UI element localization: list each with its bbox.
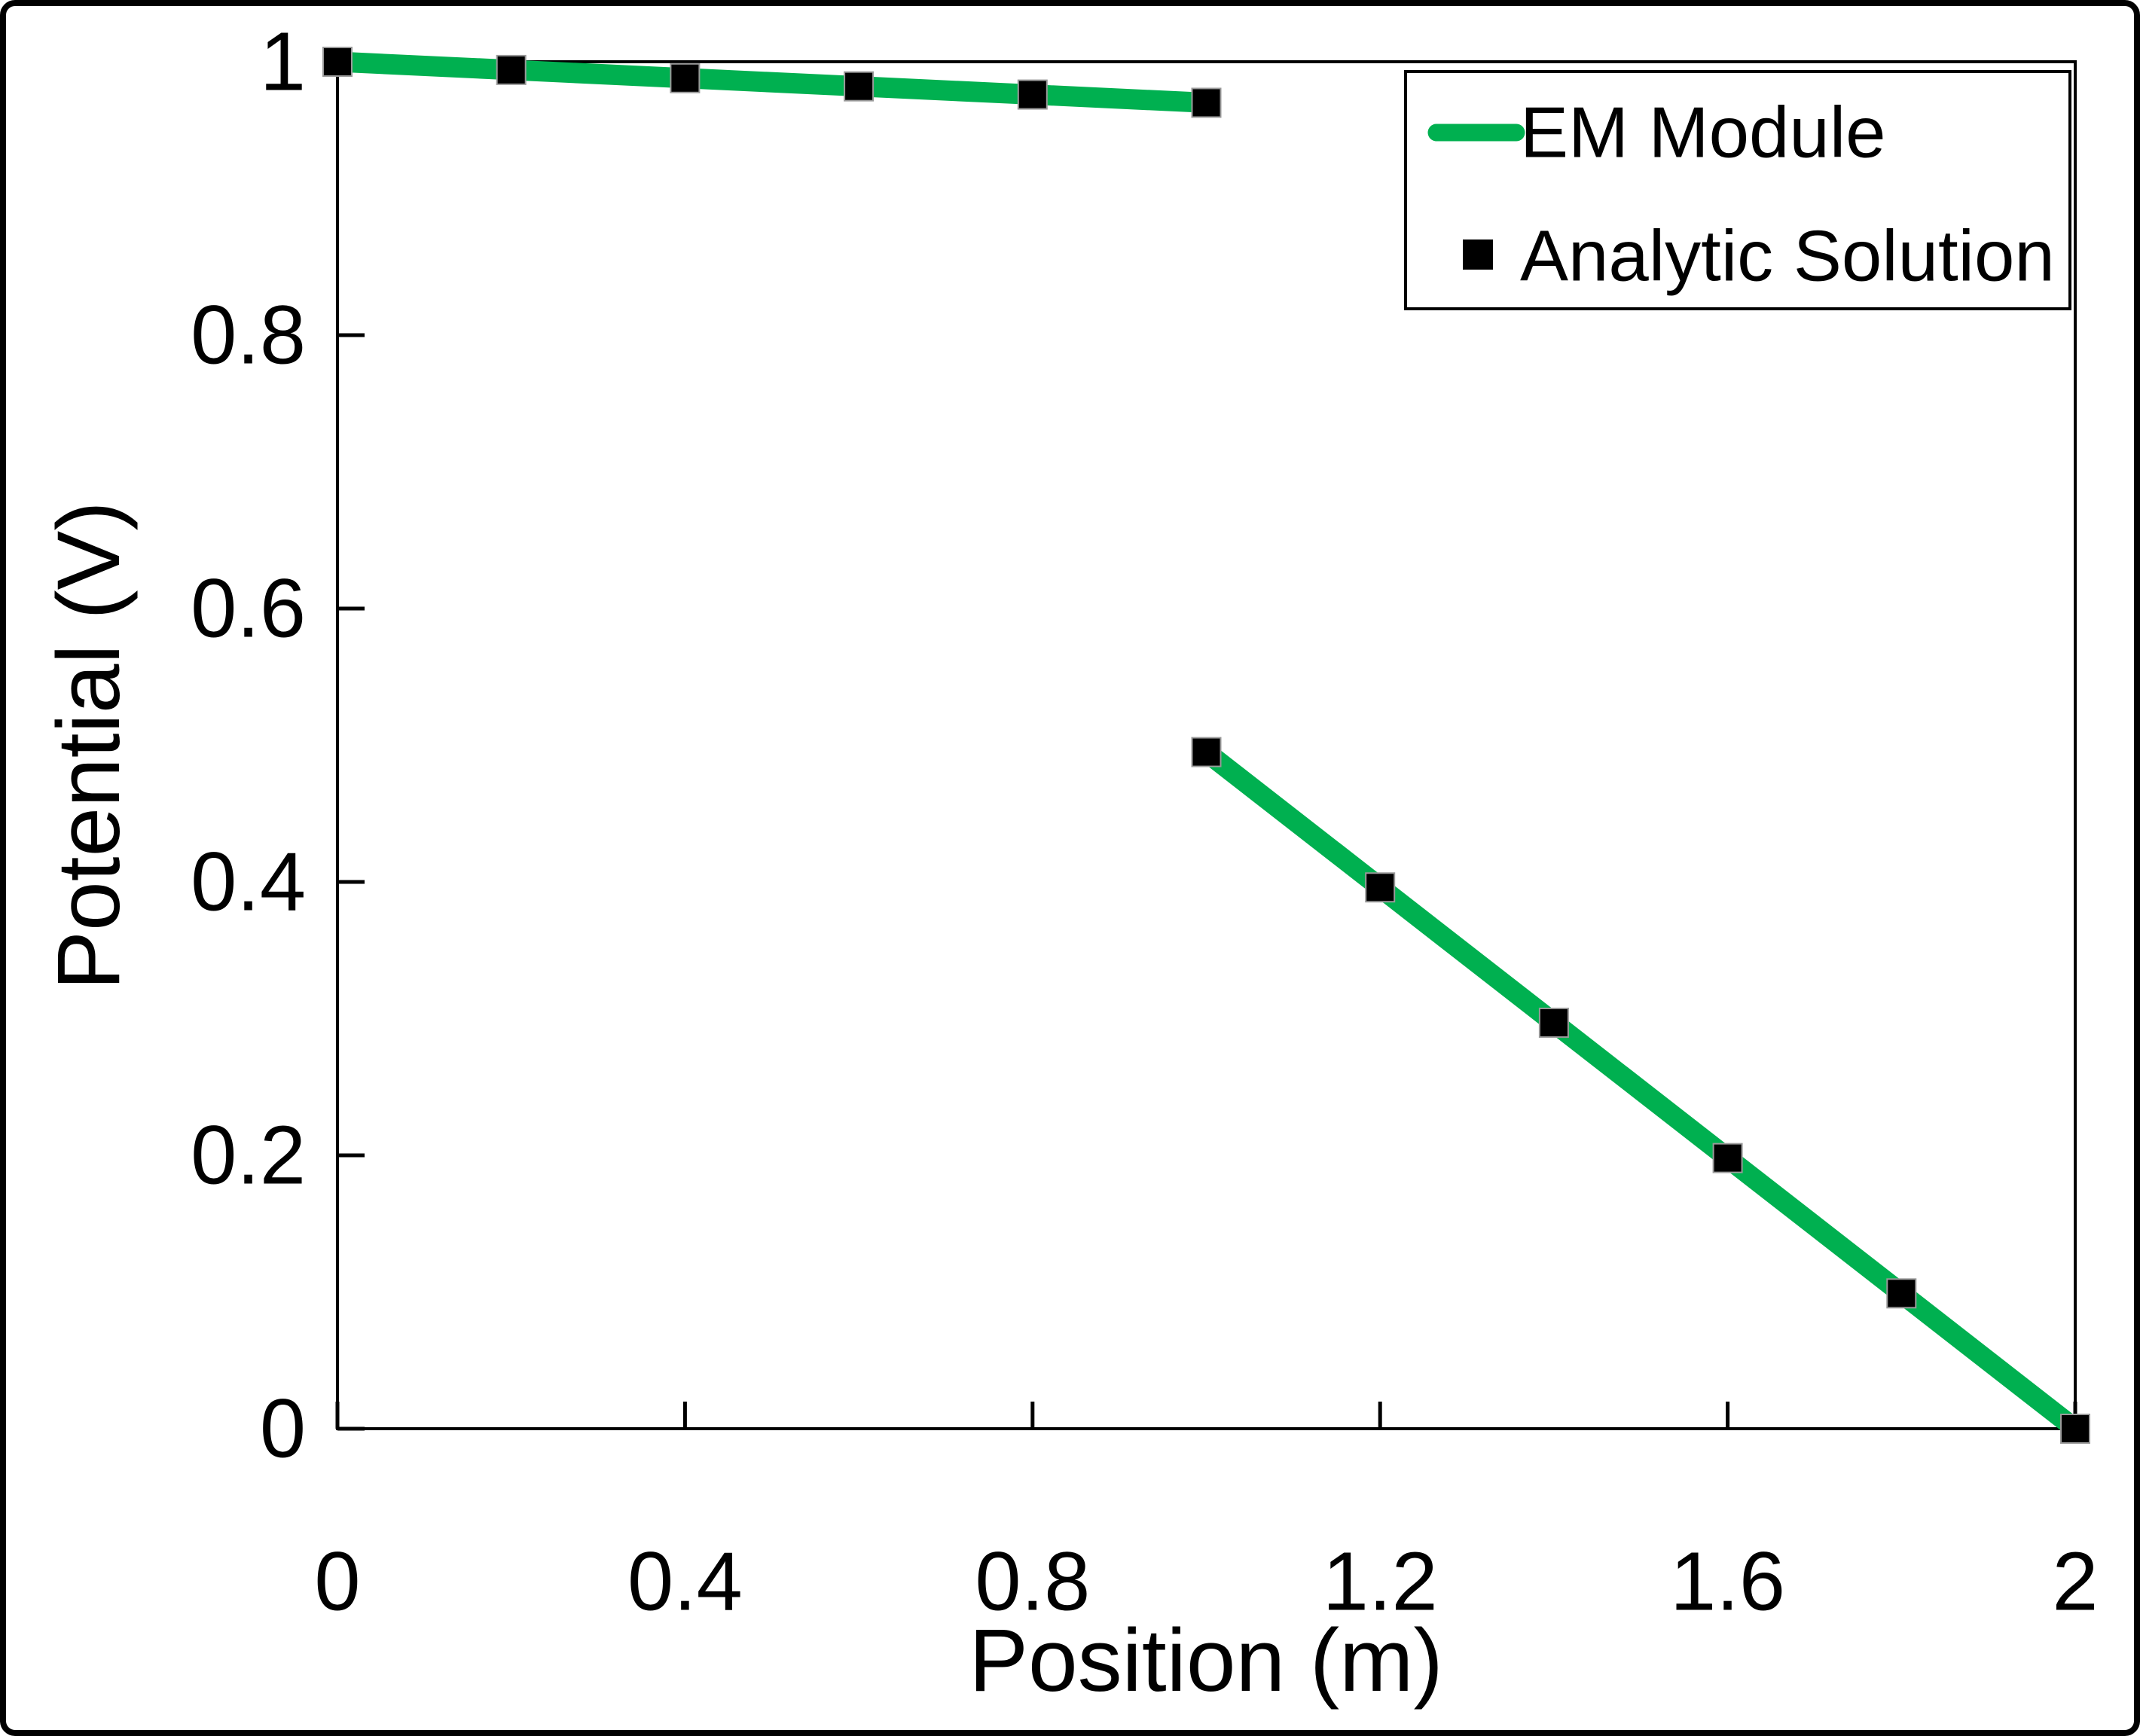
y-tick-label: 0.2 [191,1109,306,1202]
plot-border [336,60,2077,1430]
analytic-solution-marker [1191,87,1222,118]
y-tick-label: 0.4 [191,836,306,929]
em-module-line-series [337,51,2082,1437]
analytic-solution-markers [322,47,2090,1444]
legend-label-analytic-solution: Analytic Solution [1520,216,2055,297]
analytic-solution-marker [1365,872,1396,903]
analytic-solution-marker [1886,1278,1917,1309]
y-axis-title: Potential (V) [39,501,139,990]
x-axis-title: Position (m) [969,1611,1442,1710]
analytic-solution-marker [1538,1007,1569,1038]
x-tick-label: 0.4 [627,1536,743,1628]
legend-border [1404,70,2071,310]
y-tick-label: 0 [260,1383,306,1475]
x-tick-label: 0.8 [975,1536,1090,1628]
analytic-solution-marker [1712,1143,1743,1173]
analytic-solution-marker [670,63,701,93]
legend-square-marker [1463,240,1493,270]
y-tick-label: 0.6 [191,563,306,655]
x-tick-label: 1.6 [1670,1536,1785,1628]
em-module-line-segment [1200,743,2082,1437]
axis-tick-labels: 0 0.4 0.8 1.2 1.6 2 0 0.2 0.4 0.6 0.8 1 [191,16,2099,1628]
y-tick-label: 1 [260,16,306,108]
analytic-solution-marker [2060,1414,2090,1444]
legend-label-em-module: EM Module [1520,93,1886,173]
analytic-solution-marker [1191,737,1222,767]
legend: EM Module Analytic Solution [1404,70,2071,310]
x-tick-label: 2 [2052,1536,2098,1628]
analytic-solution-marker [844,71,875,102]
x-tick-label: 0 [314,1536,360,1628]
x-tick-label: 1.2 [1323,1536,1438,1628]
y-tick-label: 0.8 [191,289,306,382]
em-module-line-segment [337,51,1207,113]
analytic-solution-marker [496,54,527,85]
analytic-solution-marker [1017,79,1048,110]
analytic-solution-marker [322,47,353,77]
